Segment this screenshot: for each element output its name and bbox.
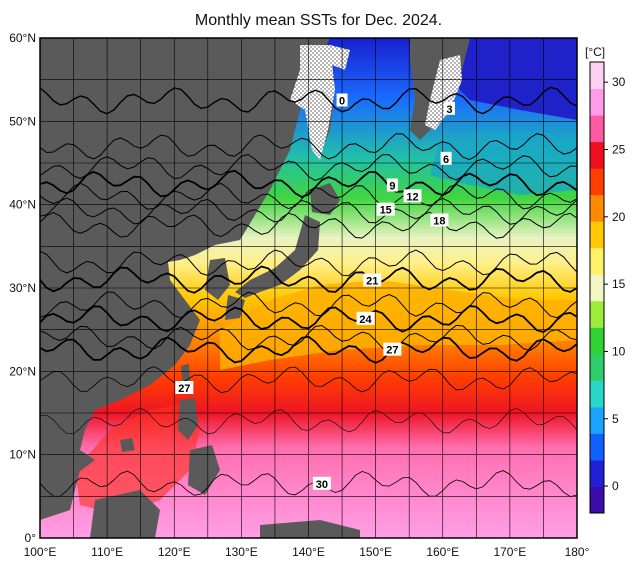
colorbar-tick-label: 20: [612, 210, 626, 224]
colorbar-swatch: [590, 380, 604, 408]
contour-label: 21: [366, 276, 378, 288]
colorbar-swatch: [590, 88, 604, 116]
contour-label-box: [356, 311, 375, 325]
new-guinea-north: [260, 520, 360, 538]
nw-pacific-teal-region: [430, 130, 577, 195]
colorbar-swatch: [590, 274, 604, 302]
contour-label: 24: [359, 314, 372, 326]
contour-label-box: [383, 342, 402, 356]
colorbar-swatch: [590, 433, 604, 461]
colorbar-tick-label: 10: [612, 344, 626, 358]
lon-tick-label: 140°E: [292, 545, 325, 559]
colorbar-swatch: [590, 327, 604, 355]
colorbar-swatch: [590, 459, 604, 487]
hainan: [120, 438, 135, 452]
colorbar: [°C] 0 5 10 15 20 25 30: [585, 45, 626, 514]
contour-label-box: [312, 476, 331, 490]
korea: [205, 258, 230, 300]
contour-label-box: [175, 381, 194, 394]
lon-tick-label: 120°E: [158, 545, 191, 559]
contour-label: 9: [389, 181, 395, 193]
lat-tick-label: 0°: [25, 531, 37, 545]
colorbar-swatch: [590, 300, 604, 328]
contour-label: 15: [380, 205, 392, 217]
colorbar-tick-label: 15: [612, 277, 626, 291]
contour-labels: 0 3 6 9 12 15 18 21 24 27 27 30: [175, 93, 455, 491]
contour-label-box: [363, 273, 382, 287]
colorbar-swatch: [590, 62, 604, 90]
contour-label: 0: [339, 96, 345, 108]
colorbar-swatch: [590, 353, 604, 381]
contour-label: 18: [433, 216, 445, 228]
colorbar-unit: [°C]: [585, 45, 605, 59]
colorbar-swatch: [590, 247, 604, 275]
map-title: Monthly mean SSTs for Dec. 2024.: [194, 12, 443, 29]
lat-tick-label: 30°N: [9, 281, 36, 295]
lon-tick-label: 130°E: [225, 545, 258, 559]
lon-tick-label: 170°E: [493, 545, 526, 559]
latitude-tick-labels: 0° 10°N 20°N 30°N 40°N 50°N 60°N: [9, 31, 36, 545]
luzon: [178, 398, 198, 440]
contour-label-box: [440, 151, 452, 165]
colorbar-tick-label: 0: [612, 479, 619, 493]
sea-ice-northeast: [330, 45, 350, 70]
lat-tick-label: 50°N: [9, 114, 36, 128]
contour-label: 3: [446, 104, 452, 116]
sea-ice-kamchatka: [425, 55, 462, 130]
contour-label-box: [443, 101, 455, 115]
colorbar-tick-label: 25: [612, 143, 626, 157]
longitude-tick-labels: 100°E 110°E 120°E 130°E 140°E 150°E 160°E 170°E…: [24, 545, 590, 559]
lat-lon-grid: [40, 38, 577, 538]
colorbar-tick-label: 30: [612, 75, 626, 89]
kuroshio-warm-tongue: [220, 280, 577, 370]
colorbar-tick-label: 5: [612, 412, 619, 426]
asia-mainland: [40, 38, 330, 480]
contour-label-box: [430, 213, 449, 227]
colorbar-swatch: [590, 406, 604, 434]
okhotsk-cold-region: [318, 40, 577, 120]
contour-label-box: [336, 93, 348, 107]
colorbar-swatch: [590, 115, 604, 143]
lon-tick-label: 180°: [565, 545, 590, 559]
contour-label-box: [386, 178, 398, 192]
map-frame: [39, 37, 578, 539]
lon-tick-label: 150°E: [359, 545, 392, 559]
lon-tick-label: 160°E: [426, 545, 459, 559]
indochina: [40, 420, 80, 520]
sea-ice-okhotsk-west: [290, 45, 335, 160]
lat-tick-label: 10°N: [9, 448, 36, 462]
contour-label-box: [376, 202, 395, 216]
contour-label: 27: [178, 383, 190, 395]
lat-tick-label: 40°N: [9, 198, 36, 212]
lon-tick-label: 110°E: [91, 545, 123, 559]
colorbar-frame: [589, 61, 605, 514]
south-china-sea-warm-region: [75, 405, 200, 515]
colorbar-swatch: [590, 486, 604, 514]
colorbar-swatch: [590, 194, 604, 222]
colorbar-swatch: [590, 141, 604, 169]
contour-label: 27: [386, 345, 398, 357]
lon-tick-label: 100°E: [24, 545, 57, 559]
contour-label: 6: [443, 154, 449, 166]
contour-label: 12: [406, 191, 418, 203]
contour-label-box: [403, 189, 422, 203]
lat-tick-label: 20°N: [9, 364, 36, 378]
contour-label: 30: [316, 479, 328, 491]
honshu: [235, 215, 320, 298]
colorbar-swatch: [590, 221, 604, 249]
hokkaido: [310, 183, 340, 215]
borneo: [90, 490, 160, 538]
lat-tick-label: 60°N: [9, 31, 36, 45]
colorbar-swatch: [590, 168, 604, 196]
